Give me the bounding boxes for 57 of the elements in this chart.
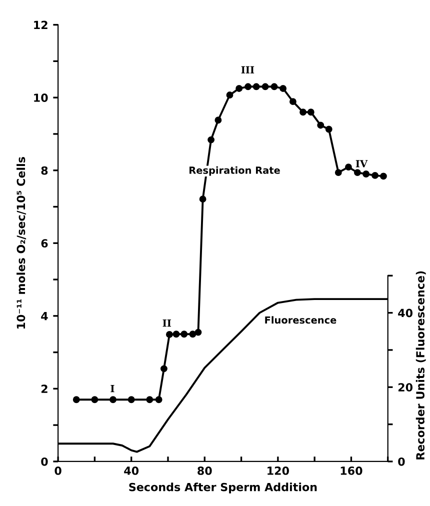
- point: [226, 92, 234, 98]
- point: [236, 85, 243, 92]
- point: [160, 365, 168, 372]
- point: [110, 396, 116, 404]
- annotation: I: [110, 385, 114, 392]
- x-tick-label: 40: [124, 466, 139, 475]
- point: [252, 83, 260, 90]
- point: [155, 396, 162, 404]
- y-tick-label: 12: [34, 20, 48, 30]
- point: [334, 169, 342, 176]
- point: [289, 98, 296, 106]
- x-tick-label: 160: [340, 466, 362, 475]
- y2-tick-label: 40: [398, 308, 413, 318]
- series-label: Fluorescence: [265, 316, 336, 324]
- point: [344, 164, 352, 171]
- y-tick-label: 10: [34, 94, 48, 102]
- point: [146, 396, 154, 404]
- point: [199, 196, 206, 203]
- y-tick-label: 4: [41, 312, 48, 320]
- x-tick-label: 80: [198, 466, 212, 475]
- point: [180, 330, 188, 338]
- x-tick-label: 120: [268, 466, 289, 475]
- point: [189, 330, 196, 338]
- y-tick-label: 8: [41, 166, 48, 175]
- point: [380, 172, 387, 180]
- point: [214, 116, 222, 124]
- series-label: Respiration Rate: [190, 166, 280, 176]
- y2-tick-label: 20: [398, 383, 413, 392]
- point: [128, 396, 135, 404]
- point: [354, 169, 361, 176]
- annotation: II: [162, 320, 171, 327]
- point: [166, 331, 173, 338]
- annotation: IV: [356, 160, 368, 168]
- x-axis-title: Seconds After Sperm Addition: [129, 482, 317, 494]
- point: [307, 108, 314, 116]
- y-axis-title: 10⁻¹¹ moles O₂/sec/10⁵ Cells: [16, 157, 26, 329]
- annotation: III: [241, 66, 254, 74]
- point: [325, 126, 332, 133]
- point: [194, 328, 202, 336]
- y2-axis-title: Recorder Units (Fluorescence): [416, 271, 426, 460]
- y-tick-label: 0: [41, 457, 48, 466]
- point: [280, 85, 287, 92]
- point: [172, 330, 180, 338]
- point: [317, 122, 324, 129]
- y2-tick-label: 0: [398, 457, 405, 466]
- point: [244, 83, 252, 90]
- y-tick-label: 2: [41, 384, 48, 393]
- point: [362, 170, 370, 178]
- y-tick-label: 6: [41, 239, 48, 248]
- point: [372, 172, 379, 179]
- point: [91, 396, 98, 404]
- point: [300, 108, 306, 116]
- x-tick-label: 0: [54, 466, 62, 475]
- point: [270, 83, 278, 90]
- point: [72, 396, 80, 404]
- point: [262, 83, 269, 90]
- point: [208, 136, 215, 144]
